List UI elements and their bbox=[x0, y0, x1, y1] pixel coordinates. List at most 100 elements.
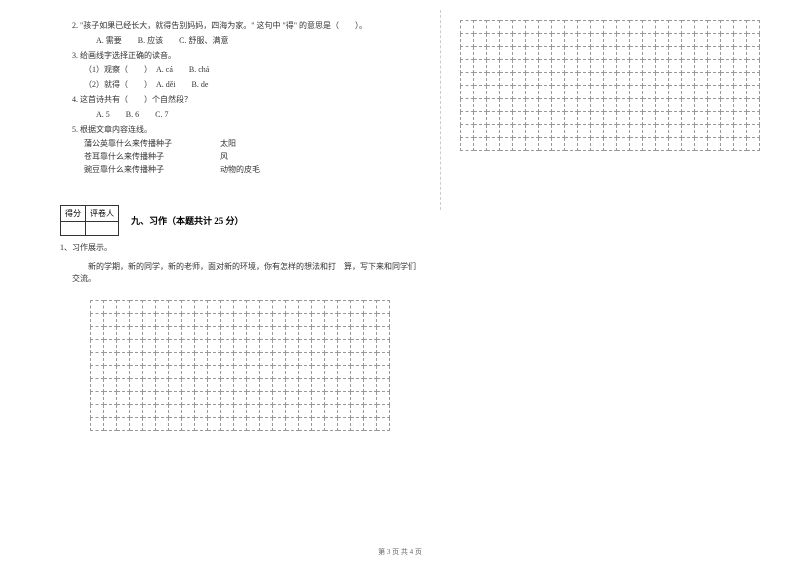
grid-cell bbox=[364, 301, 377, 314]
grid-cell bbox=[721, 34, 734, 47]
grid-cell bbox=[747, 60, 760, 73]
grid-cell bbox=[208, 340, 221, 353]
grid-cell bbox=[169, 392, 182, 405]
grid-cell bbox=[591, 138, 604, 151]
grid-cell bbox=[260, 392, 273, 405]
grid-cell bbox=[500, 125, 513, 138]
grid-cell bbox=[234, 418, 247, 431]
grid-cell bbox=[669, 34, 682, 47]
q5-row3-left: 豌豆靠什么来传播种子 bbox=[60, 164, 220, 177]
grid-cell bbox=[578, 47, 591, 60]
grid-cell bbox=[747, 86, 760, 99]
grid-cell bbox=[299, 392, 312, 405]
grid-cell bbox=[195, 379, 208, 392]
grid-cell bbox=[351, 327, 364, 340]
grid-cell bbox=[208, 314, 221, 327]
grid-cell bbox=[286, 405, 299, 418]
grid-cell bbox=[117, 353, 130, 366]
grid-cell bbox=[325, 392, 338, 405]
grid-cell bbox=[721, 60, 734, 73]
grid-cell bbox=[604, 21, 617, 34]
grid-cell bbox=[682, 47, 695, 60]
grid-cell bbox=[143, 340, 156, 353]
grid-cell bbox=[721, 21, 734, 34]
grid-cell bbox=[312, 405, 325, 418]
grid-cell bbox=[377, 353, 390, 366]
grid-cell bbox=[117, 366, 130, 379]
grid-cell bbox=[591, 60, 604, 73]
grid-cell bbox=[104, 327, 117, 340]
grid-cell bbox=[286, 418, 299, 431]
grid-cell bbox=[169, 314, 182, 327]
grid-cell bbox=[221, 340, 234, 353]
grid-cell bbox=[260, 301, 273, 314]
grid-cell bbox=[669, 73, 682, 86]
grid-cell bbox=[130, 418, 143, 431]
grid-cell bbox=[552, 73, 565, 86]
grid-cell bbox=[143, 392, 156, 405]
grid-cell bbox=[91, 353, 104, 366]
grid-cell bbox=[351, 340, 364, 353]
grid-cell bbox=[286, 301, 299, 314]
grid-cell bbox=[117, 327, 130, 340]
grid-cell bbox=[643, 60, 656, 73]
grid-cell bbox=[500, 138, 513, 151]
grid-cell bbox=[195, 327, 208, 340]
grid-cell bbox=[565, 60, 578, 73]
grid-cell bbox=[273, 353, 286, 366]
grid-cell bbox=[604, 47, 617, 60]
score-blank1 bbox=[61, 221, 86, 235]
grid-cell bbox=[364, 418, 377, 431]
q5-stem: 5. 根据文章内容连线。 bbox=[60, 124, 420, 137]
grid-cell bbox=[487, 73, 500, 86]
grid-cell bbox=[734, 73, 747, 86]
grid-cell bbox=[234, 353, 247, 366]
grid-cell bbox=[682, 138, 695, 151]
grid-cell bbox=[734, 112, 747, 125]
grid-cell bbox=[143, 327, 156, 340]
grid-cell bbox=[117, 314, 130, 327]
grid-cell bbox=[221, 379, 234, 392]
grid-cell bbox=[682, 73, 695, 86]
grid-cell bbox=[734, 125, 747, 138]
grid-cell bbox=[117, 340, 130, 353]
grid-cell bbox=[260, 327, 273, 340]
grid-cell bbox=[461, 73, 474, 86]
grid-cell bbox=[552, 21, 565, 34]
right-column bbox=[460, 20, 770, 151]
grid-cell bbox=[604, 138, 617, 151]
grid-cell bbox=[117, 379, 130, 392]
grid-cell bbox=[182, 314, 195, 327]
grid-cell bbox=[630, 99, 643, 112]
grid-cell bbox=[377, 379, 390, 392]
grid-cell bbox=[500, 86, 513, 99]
grid-cell bbox=[565, 112, 578, 125]
grid-cell bbox=[325, 353, 338, 366]
grid-cell bbox=[182, 379, 195, 392]
grid-cell bbox=[156, 353, 169, 366]
grid-cell bbox=[338, 366, 351, 379]
grid-cell bbox=[474, 73, 487, 86]
grid-cell bbox=[377, 405, 390, 418]
grid-cell bbox=[656, 138, 669, 151]
grid-cell bbox=[539, 47, 552, 60]
grid-cell bbox=[273, 392, 286, 405]
grid-cell bbox=[325, 418, 338, 431]
grid-cell bbox=[513, 86, 526, 99]
grid-cell bbox=[695, 73, 708, 86]
grid-cell bbox=[91, 405, 104, 418]
grid-cell bbox=[487, 60, 500, 73]
grid-cell bbox=[377, 392, 390, 405]
grid-cell bbox=[273, 418, 286, 431]
grid-cell bbox=[461, 138, 474, 151]
grid-cell bbox=[156, 379, 169, 392]
q5-row2-right: 风 bbox=[220, 151, 228, 164]
grid-cell bbox=[474, 99, 487, 112]
grid-cell bbox=[91, 301, 104, 314]
grid-cell bbox=[630, 34, 643, 47]
grid-cell bbox=[221, 392, 234, 405]
grid-cell bbox=[552, 34, 565, 47]
grid-cell bbox=[695, 112, 708, 125]
grid-cell bbox=[377, 366, 390, 379]
grid-cell bbox=[286, 379, 299, 392]
